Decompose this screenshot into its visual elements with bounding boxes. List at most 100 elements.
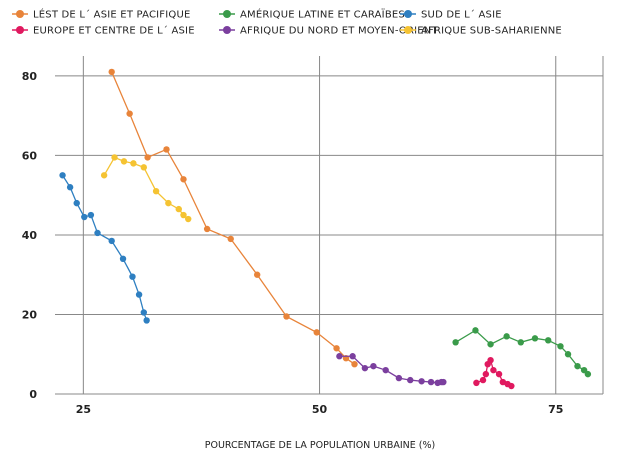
legend-item: LÉST DE L´ ASIE ET PACIFIQUE bbox=[12, 8, 191, 21]
data-point bbox=[479, 376, 487, 384]
data-point bbox=[253, 271, 261, 278]
data-point bbox=[482, 370, 490, 378]
data-point bbox=[108, 237, 115, 245]
legend-dot-marker bbox=[404, 26, 412, 34]
series-3 bbox=[473, 357, 515, 390]
data-point bbox=[283, 313, 290, 320]
legend-dot-marker bbox=[223, 26, 231, 34]
data-point bbox=[427, 378, 435, 386]
data-point bbox=[545, 337, 552, 344]
x-tick-label: 25 bbox=[76, 403, 91, 416]
series-line bbox=[339, 355, 444, 384]
legend-item: AFRIQUE SUB-SAHARIENNE bbox=[400, 26, 562, 37]
x-tick-label: 75 bbox=[548, 403, 563, 416]
y-tick-label: 60 bbox=[22, 149, 38, 162]
data-point bbox=[508, 382, 515, 390]
x-axis-label: POURCENTAGE DE LA POPULATION URBAINE (%) bbox=[205, 440, 436, 451]
data-point bbox=[351, 360, 358, 368]
data-point bbox=[490, 366, 497, 374]
data-point bbox=[395, 374, 403, 382]
data-point bbox=[59, 172, 66, 179]
data-point bbox=[473, 379, 480, 387]
y-tick-label: 20 bbox=[22, 308, 38, 321]
data-point bbox=[126, 110, 133, 117]
data-point bbox=[130, 160, 137, 167]
y-tick-label: 80 bbox=[22, 70, 38, 83]
data-point bbox=[452, 339, 459, 346]
data-point bbox=[180, 176, 187, 183]
legend-label: AMÉRIQUE LATINE ET CARAÏBES bbox=[240, 8, 405, 21]
series-5 bbox=[100, 154, 192, 223]
legend-item: AMÉRIQUE LATINE ET CARAÏBES bbox=[219, 8, 405, 21]
data-point bbox=[313, 329, 320, 336]
data-point bbox=[111, 154, 118, 161]
data-point bbox=[407, 376, 414, 384]
legend-dot-marker bbox=[16, 26, 24, 34]
data-point bbox=[144, 154, 151, 161]
series-group bbox=[59, 68, 592, 390]
data-point bbox=[574, 362, 581, 370]
legend: LÉST DE L´ ASIE ET PACIFIQUE AMÉRIQUE LAT… bbox=[12, 8, 562, 37]
legend-item: SUD DE L´ ASIE bbox=[400, 9, 502, 21]
data-point bbox=[94, 229, 101, 237]
data-point bbox=[185, 215, 192, 223]
series-1 bbox=[452, 327, 592, 378]
legend-dot-marker bbox=[223, 10, 231, 18]
data-point bbox=[495, 370, 503, 378]
data-point bbox=[140, 164, 148, 171]
y-tick-label: 40 bbox=[22, 229, 38, 242]
data-point bbox=[336, 353, 343, 360]
data-point bbox=[370, 362, 377, 370]
data-point bbox=[580, 366, 588, 374]
legend-dot-marker bbox=[16, 10, 24, 18]
data-point bbox=[143, 317, 150, 324]
series-line bbox=[62, 174, 148, 321]
data-point bbox=[140, 309, 148, 316]
legend-label: SUD DE L´ ASIE bbox=[421, 9, 502, 21]
data-point bbox=[418, 378, 425, 385]
data-point bbox=[120, 158, 128, 165]
legend-label: AFRIQUE DU NORD ET MOYEN-ORIENT bbox=[240, 26, 438, 37]
data-point bbox=[487, 341, 494, 348]
data-point bbox=[349, 353, 356, 360]
data-point bbox=[584, 370, 592, 378]
data-point bbox=[165, 199, 172, 207]
data-point bbox=[152, 188, 160, 195]
data-point bbox=[517, 339, 524, 346]
data-point bbox=[531, 335, 539, 342]
data-point bbox=[180, 211, 187, 219]
legend-item: EUROPE ET CENTRE DE L´ ASIE bbox=[12, 25, 195, 37]
data-point bbox=[100, 172, 108, 179]
data-point bbox=[361, 364, 369, 372]
legend-label: AFRIQUE SUB-SAHARIENNE bbox=[421, 26, 562, 37]
data-point bbox=[557, 343, 564, 350]
data-point bbox=[73, 199, 80, 207]
data-point bbox=[135, 291, 143, 298]
x-axis-ticks: 25 50 75 bbox=[76, 403, 564, 416]
legend-label: EUROPE ET CENTRE DE L´ ASIE bbox=[33, 25, 195, 37]
data-point bbox=[129, 273, 136, 280]
data-point bbox=[119, 255, 127, 262]
data-point bbox=[564, 351, 572, 358]
data-point bbox=[440, 378, 447, 386]
series-2 bbox=[59, 172, 150, 324]
legend-dot-marker bbox=[404, 10, 412, 18]
y-axis-ticks: 0 20 40 60 80 bbox=[22, 70, 38, 401]
data-point bbox=[503, 333, 510, 340]
data-point bbox=[487, 357, 494, 364]
y-tick-label: 0 bbox=[29, 388, 37, 401]
data-point bbox=[163, 146, 170, 153]
data-point bbox=[108, 68, 115, 76]
data-point bbox=[87, 211, 95, 219]
series-4 bbox=[336, 353, 447, 387]
data-point bbox=[227, 235, 234, 243]
data-point bbox=[472, 327, 479, 334]
data-point bbox=[175, 205, 182, 213]
data-point bbox=[81, 213, 88, 221]
data-point bbox=[66, 184, 74, 191]
legend-label: LÉST DE L´ ASIE ET PACIFIQUE bbox=[33, 8, 191, 21]
series-line bbox=[103, 156, 189, 220]
data-point bbox=[382, 366, 389, 374]
legend-item: AFRIQUE DU NORD ET MOYEN-ORIENT bbox=[219, 26, 438, 37]
